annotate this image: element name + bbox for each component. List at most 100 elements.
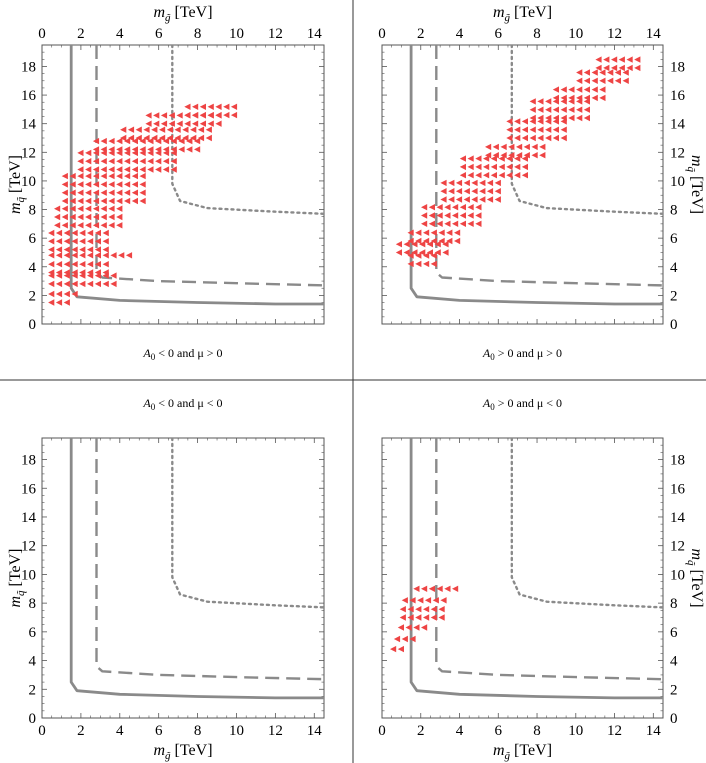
data-point	[407, 606, 414, 613]
y-tick-label: 6	[670, 231, 678, 247]
data-point	[131, 172, 138, 180]
data-point	[182, 134, 189, 142]
data-point	[411, 241, 418, 248]
data-point	[176, 112, 183, 119]
data-point	[529, 106, 536, 113]
data-point	[430, 614, 437, 621]
panel-bottom-right: 0 2 4 6 8 10 12 14 0 2 4 6 8 10 12 14 16 18 mg̃ [TeV] mq̃ […	[378, 396, 705, 762]
data-point	[444, 585, 451, 592]
x-tick-label: 8	[533, 723, 541, 739]
data-point	[434, 249, 441, 256]
data-point	[498, 163, 505, 171]
data-point	[448, 196, 455, 203]
data-point	[131, 137, 138, 145]
data-point	[131, 189, 138, 196]
data-point	[85, 197, 92, 205]
data-point	[69, 205, 76, 212]
panel-caption: A0 < 0 and μ > 0	[142, 346, 222, 362]
data-point	[79, 280, 86, 288]
data-point	[415, 606, 422, 613]
data-point	[552, 94, 559, 102]
data-point	[428, 585, 435, 592]
data-point	[223, 111, 230, 119]
data-point	[455, 188, 463, 195]
data-point	[139, 166, 146, 173]
data-point	[153, 120, 160, 127]
data-point	[508, 152, 515, 159]
data-point	[626, 64, 633, 72]
data-point	[168, 112, 175, 119]
data-point	[71, 269, 78, 276]
data-point	[545, 106, 552, 113]
data-point	[197, 126, 205, 133]
data-point	[110, 280, 117, 288]
data-point	[626, 56, 633, 63]
contour-dotted	[171, 438, 324, 609]
y-tick-label: 8	[29, 596, 37, 612]
y-axis-label: mq̃ [TeV]	[685, 548, 705, 607]
y-tick-label: 14	[21, 510, 37, 526]
data-point	[79, 229, 86, 237]
data-point	[159, 134, 166, 142]
data-point	[108, 213, 115, 221]
data-point	[139, 137, 146, 145]
data-point	[415, 260, 422, 268]
data-point	[494, 188, 501, 195]
data-point	[100, 197, 107, 205]
data-point	[560, 94, 567, 102]
data-point	[63, 246, 70, 253]
data-point	[151, 134, 158, 142]
data-point	[428, 212, 435, 219]
panel-caption: A0 > 0 and μ < 0	[482, 396, 562, 412]
data-point	[423, 606, 430, 613]
data-point	[100, 172, 107, 180]
data-point	[421, 624, 428, 631]
data-point	[108, 146, 115, 153]
data-point	[545, 98, 552, 105]
x-tick-label: 8	[194, 26, 202, 42]
contour-dashed	[435, 45, 663, 287]
y-axis-label: mq̃ [TeV]	[7, 548, 27, 607]
data-point	[63, 229, 70, 237]
data-point	[139, 197, 146, 205]
data-point	[55, 246, 63, 253]
data-point	[432, 597, 439, 604]
data-point	[71, 252, 78, 259]
data-point	[467, 155, 474, 162]
data-point	[459, 163, 466, 171]
data-point	[459, 172, 466, 179]
data-point	[61, 205, 68, 212]
data-point	[537, 126, 544, 133]
data-point	[116, 213, 123, 221]
data-point	[537, 98, 544, 105]
data-point	[583, 114, 590, 122]
data-point	[514, 134, 521, 142]
data-point	[147, 166, 154, 173]
data-point	[430, 252, 437, 259]
data-point	[506, 126, 513, 133]
data-point	[494, 196, 501, 203]
y-tick-label: 4	[670, 260, 678, 276]
data-point	[63, 269, 70, 276]
data-point	[190, 126, 197, 133]
data-point	[409, 635, 416, 643]
data-point	[560, 86, 567, 93]
data-point	[442, 249, 449, 256]
data-point	[61, 197, 68, 205]
data-point	[483, 172, 490, 179]
data-point	[438, 606, 445, 613]
y-tick-label: 14	[670, 117, 686, 133]
y-tick-label: 4	[29, 654, 37, 670]
data-point	[71, 290, 78, 298]
data-point	[467, 220, 474, 227]
data-point	[85, 158, 92, 165]
data-point	[428, 220, 435, 227]
y-tick-label: 16	[21, 88, 37, 104]
data-point	[521, 155, 528, 162]
data-point	[403, 241, 410, 248]
data-point	[471, 196, 478, 203]
data-point	[399, 614, 406, 621]
data-point	[77, 189, 84, 196]
data-point	[48, 280, 55, 288]
data-point	[395, 241, 402, 248]
